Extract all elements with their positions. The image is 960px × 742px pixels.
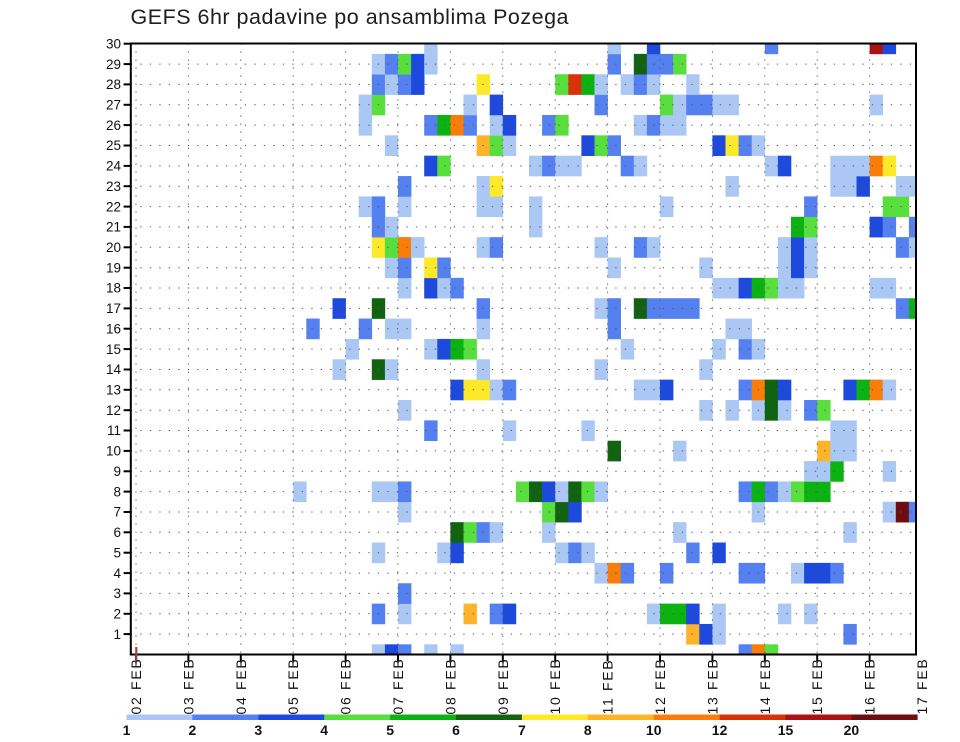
svg-text:10: 10 (646, 722, 662, 738)
svg-text:26: 26 (106, 118, 121, 133)
svg-text:25: 25 (106, 138, 121, 153)
svg-text:20: 20 (106, 240, 121, 255)
svg-text:17 FEB: 17 FEB (914, 658, 930, 715)
svg-text:06 FEB: 06 FEB (338, 658, 354, 715)
svg-text:6: 6 (452, 722, 460, 738)
svg-text:05 FEB: 05 FEB (285, 658, 301, 715)
svg-text:9: 9 (113, 464, 121, 479)
svg-text:28: 28 (106, 77, 121, 92)
svg-text:7: 7 (113, 505, 121, 520)
svg-text:15 FEB: 15 FEB (809, 658, 825, 715)
svg-text:12: 12 (106, 403, 121, 418)
svg-text:1: 1 (123, 722, 131, 738)
svg-text:3: 3 (254, 722, 262, 738)
svg-text:14 FEB: 14 FEB (757, 658, 773, 715)
svg-text:4: 4 (320, 722, 328, 738)
svg-text:17: 17 (106, 301, 121, 316)
svg-text:16: 16 (106, 321, 121, 336)
svg-text:02 FEB: 02 FEB (128, 658, 144, 715)
svg-text:18: 18 (106, 281, 121, 296)
svg-text:12: 12 (712, 722, 728, 738)
svg-text:2: 2 (189, 722, 197, 738)
svg-text:16 FEB: 16 FEB (862, 658, 878, 715)
svg-text:29: 29 (106, 57, 121, 72)
svg-text:21: 21 (106, 220, 121, 235)
svg-text:19: 19 (106, 260, 121, 275)
svg-text:7: 7 (518, 722, 526, 738)
svg-text:4: 4 (113, 566, 121, 581)
svg-text:24: 24 (106, 159, 122, 174)
svg-text:15: 15 (778, 722, 794, 738)
svg-text:11 FEB: 11 FEB (600, 659, 616, 715)
svg-text:2: 2 (113, 607, 121, 622)
svg-text:8: 8 (584, 722, 592, 738)
svg-text:5: 5 (113, 545, 121, 560)
svg-text:12 FEB: 12 FEB (652, 658, 668, 715)
svg-text:5: 5 (386, 722, 394, 738)
svg-text:11: 11 (107, 423, 121, 438)
svg-text:10 FEB: 10 FEB (547, 658, 563, 715)
svg-text:07 FEB: 07 FEB (390, 658, 406, 715)
svg-text:27: 27 (106, 98, 121, 113)
svg-text:1: 1 (113, 627, 121, 642)
svg-text:03 FEB: 03 FEB (180, 658, 196, 715)
svg-text:08 FEB: 08 FEB (442, 658, 458, 715)
svg-text:14: 14 (106, 362, 122, 377)
svg-text:6: 6 (113, 525, 121, 540)
svg-text:3: 3 (113, 586, 121, 601)
svg-text:10: 10 (106, 444, 121, 459)
svg-text:13: 13 (106, 383, 121, 398)
svg-text:09 FEB: 09 FEB (495, 658, 511, 715)
svg-text:04 FEB: 04 FEB (233, 658, 249, 715)
svg-text:8: 8 (113, 484, 121, 499)
svg-text:23: 23 (106, 179, 121, 194)
svg-text:13 FEB: 13 FEB (704, 658, 720, 715)
svg-text:30: 30 (106, 36, 121, 51)
svg-text:GEFS 6hr padavine po ansamblim: GEFS 6hr padavine po ansamblima Pozega (131, 5, 570, 29)
svg-text:20: 20 (844, 722, 860, 738)
svg-text:15: 15 (106, 342, 121, 357)
svg-text:22: 22 (106, 199, 121, 214)
